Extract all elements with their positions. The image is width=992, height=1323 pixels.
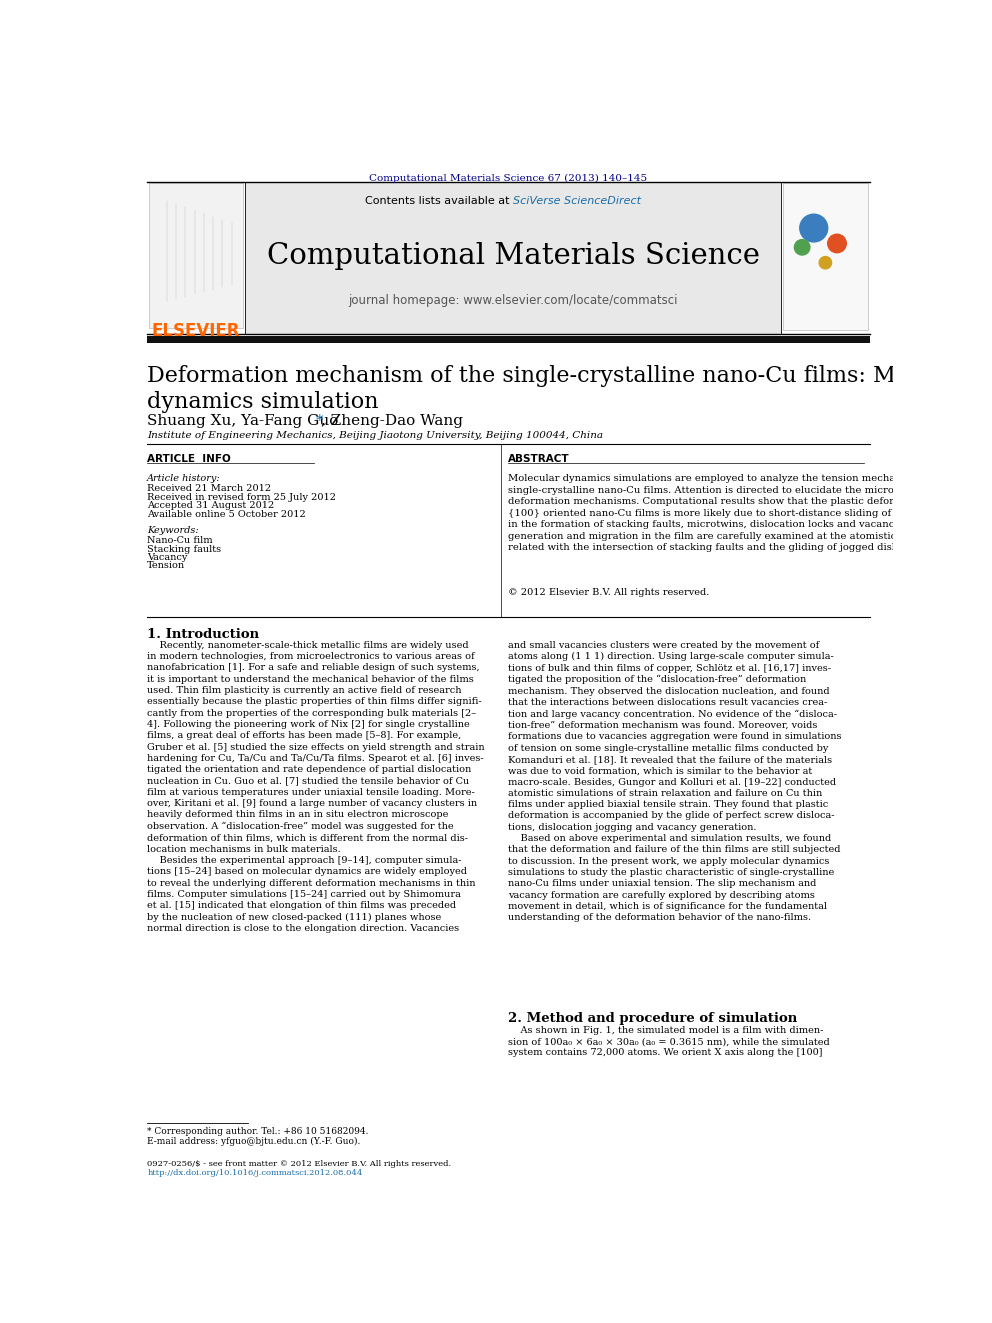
Text: Received 21 March 2012: Received 21 March 2012 <box>147 484 272 493</box>
Text: and small vacancies clusters were created by the movement of
atoms along (1 1 1): and small vacancies clusters were create… <box>509 640 842 922</box>
Circle shape <box>819 257 831 269</box>
Text: SciVerse ScienceDirect: SciVerse ScienceDirect <box>513 196 641 205</box>
Text: Tension: Tension <box>147 561 186 570</box>
Text: Vacancy: Vacancy <box>147 553 187 562</box>
Text: Stacking faults: Stacking faults <box>147 545 221 553</box>
Text: *: * <box>316 414 323 429</box>
Text: http://dx.doi.org/10.1016/j.commatsci.2012.08.044: http://dx.doi.org/10.1016/j.commatsci.20… <box>147 1170 363 1177</box>
Text: Computational Materials Science: Computational Materials Science <box>267 242 760 270</box>
Text: Shuang Xu, Ya-Fang Guo: Shuang Xu, Ya-Fang Guo <box>147 414 338 429</box>
Circle shape <box>827 234 846 253</box>
Text: Received in revised form 25 July 2012: Received in revised form 25 July 2012 <box>147 493 336 501</box>
FancyBboxPatch shape <box>149 184 243 328</box>
Text: ELSEVIER: ELSEVIER <box>152 321 240 340</box>
Text: Keywords:: Keywords: <box>147 527 198 534</box>
Text: Available online 5 October 2012: Available online 5 October 2012 <box>147 509 306 519</box>
Text: As shown in Fig. 1, the simulated model is a film with dimen-
sion of 100a₀ × 6a: As shown in Fig. 1, the simulated model … <box>509 1025 830 1057</box>
Text: 2. Method and procedure of simulation: 2. Method and procedure of simulation <box>509 1012 798 1025</box>
Text: E-mail address: yfguo@bjtu.edu.cn (Y.-F. Guo).: E-mail address: yfguo@bjtu.edu.cn (Y.-F.… <box>147 1136 361 1146</box>
Text: journal homepage: www.elsevier.com/locate/commatsci: journal homepage: www.elsevier.com/locat… <box>348 294 678 307</box>
Text: Accepted 31 August 2012: Accepted 31 August 2012 <box>147 501 275 511</box>
FancyBboxPatch shape <box>147 336 870 343</box>
Text: Molecular dynamics simulations are employed to analyze the tension mechanical pr: Molecular dynamics simulations are emplo… <box>508 475 992 552</box>
Circle shape <box>795 239 809 255</box>
Text: 1. Introduction: 1. Introduction <box>147 628 259 642</box>
Text: * Corresponding author. Tel.: +86 10 51682094.: * Corresponding author. Tel.: +86 10 516… <box>147 1127 369 1136</box>
Text: Contents lists available at: Contents lists available at <box>365 196 513 205</box>
Text: ABSTRACT: ABSTRACT <box>508 454 569 463</box>
FancyBboxPatch shape <box>783 184 868 329</box>
Text: © 2012 Elsevier B.V. All rights reserved.: © 2012 Elsevier B.V. All rights reserved… <box>508 587 709 597</box>
FancyBboxPatch shape <box>245 181 782 335</box>
Circle shape <box>800 214 827 242</box>
Text: Article history:: Article history: <box>147 475 221 483</box>
Text: Deformation mechanism of the single-crystalline nano-Cu films: Molecular
dynamic: Deformation mechanism of the single-crys… <box>147 365 988 413</box>
Text: Computational Materials Science 67 (2013) 140–145: Computational Materials Science 67 (2013… <box>369 175 648 184</box>
Text: 0927-0256/$ - see front matter © 2012 Elsevier B.V. All rights reserved.: 0927-0256/$ - see front matter © 2012 El… <box>147 1160 451 1168</box>
Text: Recently, nanometer-scale-thick metallic films are widely used
in modern technol: Recently, nanometer-scale-thick metallic… <box>147 640 485 933</box>
Text: , Zheng-Dao Wang: , Zheng-Dao Wang <box>320 414 463 429</box>
Text: Nano-Cu film: Nano-Cu film <box>147 536 213 545</box>
Text: ARTICLE  INFO: ARTICLE INFO <box>147 454 231 463</box>
Text: Institute of Engineering Mechanics, Beijing Jiaotong University, Beijing 100044,: Institute of Engineering Mechanics, Beij… <box>147 431 603 441</box>
